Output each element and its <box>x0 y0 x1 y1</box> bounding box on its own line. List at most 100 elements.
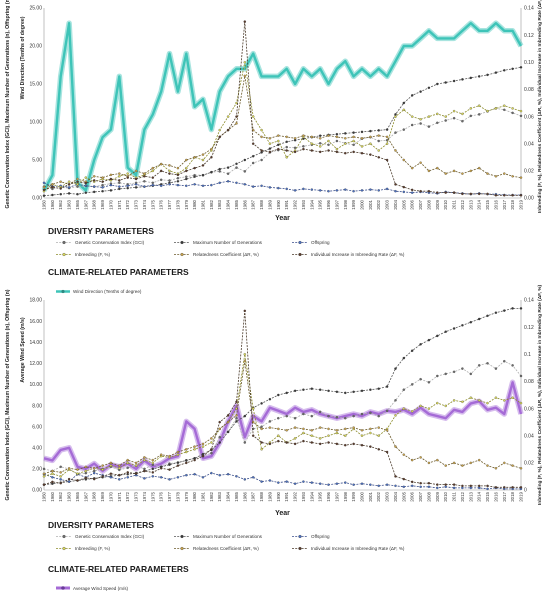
data-point <box>134 472 138 475</box>
legend-label: Inbreeding (F, %) <box>75 252 110 257</box>
data-point <box>168 454 171 458</box>
data-point <box>210 183 213 187</box>
data-point <box>477 458 481 462</box>
data-point <box>369 135 372 139</box>
data-point <box>185 461 188 465</box>
data-point <box>293 137 297 140</box>
data-point <box>185 175 188 178</box>
data-point <box>410 191 414 194</box>
right-tick-label: 0.00 <box>524 196 534 202</box>
left-axis-title: Genetic Conservation Index (GCI), Maximu… <box>5 289 11 500</box>
right-tick-label: 0.14 <box>524 6 534 12</box>
data-point <box>235 162 238 166</box>
data-point <box>126 466 129 470</box>
data-point <box>218 473 221 477</box>
data-point <box>109 461 113 465</box>
data-point <box>59 465 62 469</box>
x-tick-label: 1973 <box>134 491 139 501</box>
x-tick-label: 2009 <box>435 491 440 501</box>
series-maximum-number-of-generations <box>42 307 523 486</box>
left-tick-label: 8.00 <box>32 403 42 409</box>
x-tick-label: 1973 <box>134 199 139 209</box>
data-point <box>444 404 447 408</box>
x-tick-label: 1983 <box>217 199 222 209</box>
x-tick-label: 2018 <box>510 491 515 501</box>
data-point <box>402 407 406 410</box>
data-point <box>503 461 506 465</box>
series-individual-increase-in-inbreeding-rate-f <box>42 20 523 197</box>
data-point <box>235 166 238 169</box>
x-tick-label: 2011 <box>452 199 457 209</box>
data-point <box>436 458 439 462</box>
x-tick-label: 1972 <box>125 491 130 501</box>
data-point <box>67 192 71 195</box>
data-point <box>226 128 230 132</box>
data-point <box>42 188 46 192</box>
data-point <box>369 427 372 431</box>
data-point <box>310 135 314 139</box>
series-line <box>43 310 521 488</box>
data-point <box>419 456 422 459</box>
data-point <box>318 189 322 192</box>
data-point <box>285 135 288 139</box>
data-point <box>235 181 238 185</box>
data-point <box>360 434 364 437</box>
data-point <box>335 442 339 446</box>
data-point <box>268 137 272 140</box>
data-point <box>243 353 247 356</box>
data-point <box>511 175 514 178</box>
x-tick-label: 1950 <box>42 199 47 209</box>
data-point <box>360 389 364 393</box>
data-point <box>185 448 188 451</box>
legend-item-offspring: Offspring <box>292 534 330 539</box>
data-point <box>410 410 414 413</box>
data-point <box>201 164 205 167</box>
data-point <box>419 189 422 193</box>
data-point <box>410 188 414 192</box>
data-point <box>461 324 464 327</box>
data-point <box>126 471 129 474</box>
x-tick-label: 1975 <box>150 491 155 501</box>
data-point <box>335 431 339 435</box>
data-point <box>84 181 88 185</box>
x-tick-label: 2004 <box>393 199 398 209</box>
data-point <box>327 427 330 431</box>
climate-legend-2: Average Wind Speed (m/s) <box>56 585 128 591</box>
x-tick-label: 2003 <box>385 491 390 501</box>
data-point <box>176 450 180 454</box>
data-point <box>494 467 498 470</box>
right-tick-label: 0.08 <box>524 87 534 93</box>
x-tick-label: 1995 <box>318 491 323 501</box>
data-point <box>243 441 247 444</box>
data-point <box>427 461 431 465</box>
data-point <box>268 397 272 401</box>
data-point <box>285 187 288 191</box>
data-point <box>168 183 171 186</box>
data-point <box>427 189 431 193</box>
x-tick-label: 1979 <box>184 199 189 209</box>
x-tick-label: 2008 <box>426 199 431 209</box>
data-point <box>377 129 380 132</box>
data-point <box>486 314 489 318</box>
series-line <box>42 22 523 192</box>
data-point <box>352 135 355 139</box>
legend-item-relatedness-coefficient-r: Relatedness Coefficient (ΔR, %) <box>174 252 259 257</box>
right-tick-label: 0 <box>524 488 527 494</box>
data-point <box>461 112 464 116</box>
series-individual-increase-in-inbreeding-rate-f <box>42 309 523 489</box>
data-point <box>285 414 288 418</box>
left-tick-label: 10.00 <box>29 120 42 126</box>
data-point <box>327 434 330 437</box>
data-point <box>511 67 514 71</box>
data-point <box>277 416 280 420</box>
data-point <box>109 177 113 181</box>
data-point <box>427 125 431 128</box>
data-point <box>293 389 297 393</box>
data-point <box>260 441 263 444</box>
right-tick-label: 0.04 <box>524 433 534 439</box>
data-point <box>185 459 188 462</box>
data-point <box>118 175 121 178</box>
x-tick-label: 2004 <box>393 491 398 501</box>
data-point <box>352 426 355 429</box>
data-point <box>310 188 314 191</box>
